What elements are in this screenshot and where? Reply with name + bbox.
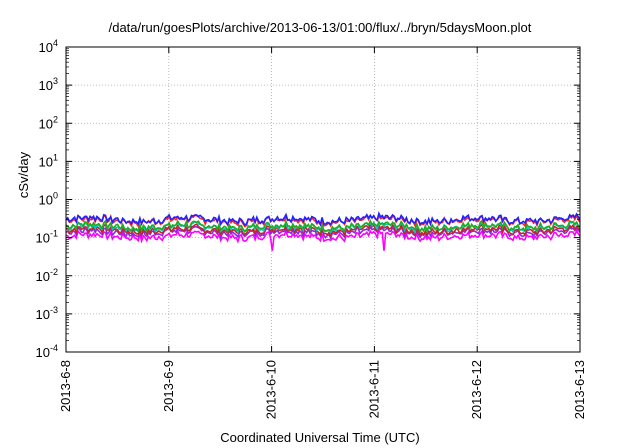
y-tick-exponent: -4 (50, 343, 58, 353)
y-tick-label: 103 (39, 76, 58, 93)
y-tick-label: 10-1 (36, 229, 58, 246)
x-tick-label: 2013-6-12 (469, 360, 484, 419)
y-tick-exponent: -3 (50, 305, 58, 315)
x-tick-label: 2013-6-13 (572, 360, 587, 419)
series-line (65, 218, 581, 234)
y-tick-label: 10-2 (36, 267, 58, 284)
chart-title: /data/run/goesPlots/archive/2013-06-13/0… (108, 20, 532, 35)
x-tick-label: 2013-6-10 (264, 360, 279, 419)
y-tick-exponent: 2 (53, 114, 58, 124)
x-ticks: 2013-6-8 2013-6-9 2013-6-10 2013-6-11 2013-6… (58, 47, 587, 419)
y-tick-label: 10-3 (36, 305, 58, 322)
series-line (65, 227, 581, 251)
x-tick-label: 2013-6-8 (58, 360, 73, 412)
y-tick-label: 104 (39, 38, 58, 55)
y-tick-label: 102 (39, 114, 58, 131)
y-tick-label: 100 (39, 191, 58, 208)
y-tick-label: 10-4 (36, 343, 58, 360)
series-line (65, 211, 581, 227)
y-tick-exponent: -1 (50, 229, 58, 239)
series-layer (65, 211, 581, 251)
y-tick-exponent: 3 (53, 76, 58, 86)
x-tick-label: 2013-6-11 (366, 360, 381, 418)
y-tick-exponent: -2 (50, 267, 58, 277)
y-tick-exponent: 4 (53, 38, 58, 48)
x-tick-label: 2013-6-9 (161, 360, 176, 412)
y-tick-exponent: 1 (53, 152, 58, 162)
y-tick-label: 101 (39, 152, 58, 169)
plot-frame (65, 46, 581, 353)
grid-lines (66, 47, 580, 352)
x-axis-label: Coordinated Universal Time (UTC) (220, 430, 420, 445)
y-tick-exponent: 0 (53, 191, 58, 201)
